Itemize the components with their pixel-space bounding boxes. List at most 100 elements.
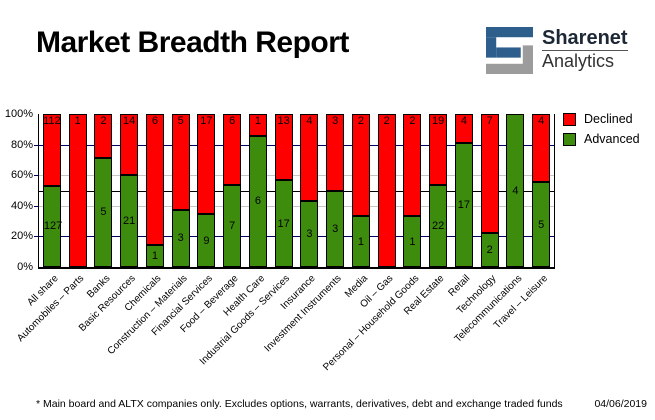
advanced-count-label: 7 (229, 219, 236, 232)
y-axis-labels: 0% 20% 40% 60% 80% 100% (0, 0, 33, 420)
bar-segment-declined (223, 114, 242, 185)
bar-segment-advanced: 17 (274, 180, 293, 267)
plot-area: 112 127 1 2 5 14 21 6 1 5 3 17 9 6 7 1 6 13 17 4 3 3 3 2 1 2 2 1 19 2… (38, 114, 555, 269)
legend-label-advanced: Advanced (584, 132, 640, 146)
declined-count-label: 3 (332, 115, 339, 127)
gridline-80 (39, 144, 554, 146)
bar-segment-declined (120, 114, 139, 176)
advanced-count-label: 3 (332, 222, 339, 235)
bar-segment-declined (532, 114, 551, 182)
bar-segment-declined (326, 114, 345, 191)
bar-segment-advanced: 5 (532, 182, 551, 267)
declined-count-label: 13 (277, 115, 290, 127)
logo-text: Sharenet Analytics (542, 27, 628, 72)
bar-segment-advanced: 5 (94, 157, 113, 267)
footnote: * Main board and ALTX companies only. Ex… (36, 398, 563, 410)
declined-count-label: 17 (200, 115, 213, 127)
y-tick-label-40: 40% (10, 199, 33, 212)
advanced-count-label: 17 (457, 199, 470, 212)
advanced-count-label: 21 (123, 215, 136, 228)
page-title: Market Breadth Report (36, 26, 349, 59)
bar-segment-declined (248, 114, 267, 136)
advanced-count-label: 9 (203, 234, 210, 247)
bar-segment-advanced: 3 (300, 201, 319, 267)
declined-count-label: 2 (383, 115, 390, 127)
y-tick-label-20: 20% (10, 230, 33, 243)
y-tick-label-60: 60% (10, 169, 33, 182)
logo-brand-sub: Analytics (542, 51, 615, 71)
y-tick-label-0: 0% (17, 261, 33, 273)
bar-telecommunications: 4 (506, 114, 525, 267)
declined-count-label: 19 (432, 115, 445, 127)
logo-brand-name: Sharenet (542, 27, 628, 49)
bar-segment-advanced: 7 (223, 184, 242, 267)
declined-count-label: 2 (357, 115, 364, 127)
bar-segment-declined (480, 114, 499, 233)
advanced-count-label: 3 (177, 232, 184, 245)
advanced-count-label: 5 (538, 218, 545, 231)
declined-count-label: 6 (229, 115, 236, 127)
declined-count-label: 14 (123, 115, 136, 127)
declined-count-label: 4 (306, 115, 313, 127)
bar-segment-advanced: 6 (248, 135, 267, 267)
bar-segment-declined (171, 114, 190, 210)
declined-count-label: 4 (538, 115, 545, 127)
advanced-count-label: 127 (43, 220, 63, 233)
bar-segment-declined (68, 114, 87, 267)
declined-count-label: 6 (151, 115, 158, 127)
bar-real-estate: 19 22 (429, 114, 448, 267)
declined-swatch (563, 112, 576, 126)
y-tick-mark-80 (34, 144, 38, 146)
bar-segment-declined (145, 114, 164, 246)
bar-segment-advanced: 3 (171, 209, 190, 267)
bar-segment-advanced: 127 (42, 185, 63, 267)
gridline-40 (39, 205, 554, 207)
legend-item-declined: Declined (563, 112, 640, 126)
declined-count-label: 1 (74, 115, 81, 127)
bar-segment-declined (94, 114, 113, 158)
bar-retail: 4 17 (454, 114, 473, 267)
bar-segment-declined (377, 114, 396, 267)
y-tick-mark-60 (34, 175, 38, 177)
advanced-count-label: 4 (512, 184, 519, 197)
bar-financial-services: 17 9 (197, 114, 216, 267)
bar-all-share: 112 127 (42, 114, 63, 267)
bar-segment-advanced: 9 (197, 214, 216, 267)
logo-divider (542, 50, 628, 51)
bar-segment-declined (403, 114, 422, 216)
advanced-swatch (563, 132, 576, 146)
gridline-50 (39, 190, 554, 192)
y-tick-mark-20 (34, 236, 38, 238)
bar-segment-declined (42, 114, 61, 186)
advanced-count-label: 17 (277, 217, 290, 230)
gridline-60 (39, 175, 554, 177)
declined-count-label: 112 (43, 115, 61, 127)
bar-segment-advanced: 1 (403, 216, 422, 267)
legend-item-advanced: Advanced (563, 132, 640, 146)
bar-segment-advanced: 17 (454, 143, 473, 267)
bar-oil-gas: 2 (377, 114, 396, 267)
y-tick-label-80: 80% (10, 138, 33, 151)
bar-segment-declined (197, 114, 216, 215)
bar-segment-declined (300, 114, 319, 202)
bar-segment-declined (274, 114, 293, 181)
advanced-count-label: 1 (357, 235, 364, 248)
bar-industrial-goods-services: 13 17 (274, 114, 293, 267)
declined-count-label: 1 (254, 115, 261, 127)
advanced-count-label: 1 (151, 250, 158, 263)
advanced-count-label: 1 (409, 235, 416, 248)
bar-segment-advanced: 4 (506, 114, 525, 267)
y-tick-label-100: 100% (4, 108, 33, 120)
bar-segment-advanced: 1 (145, 245, 164, 267)
